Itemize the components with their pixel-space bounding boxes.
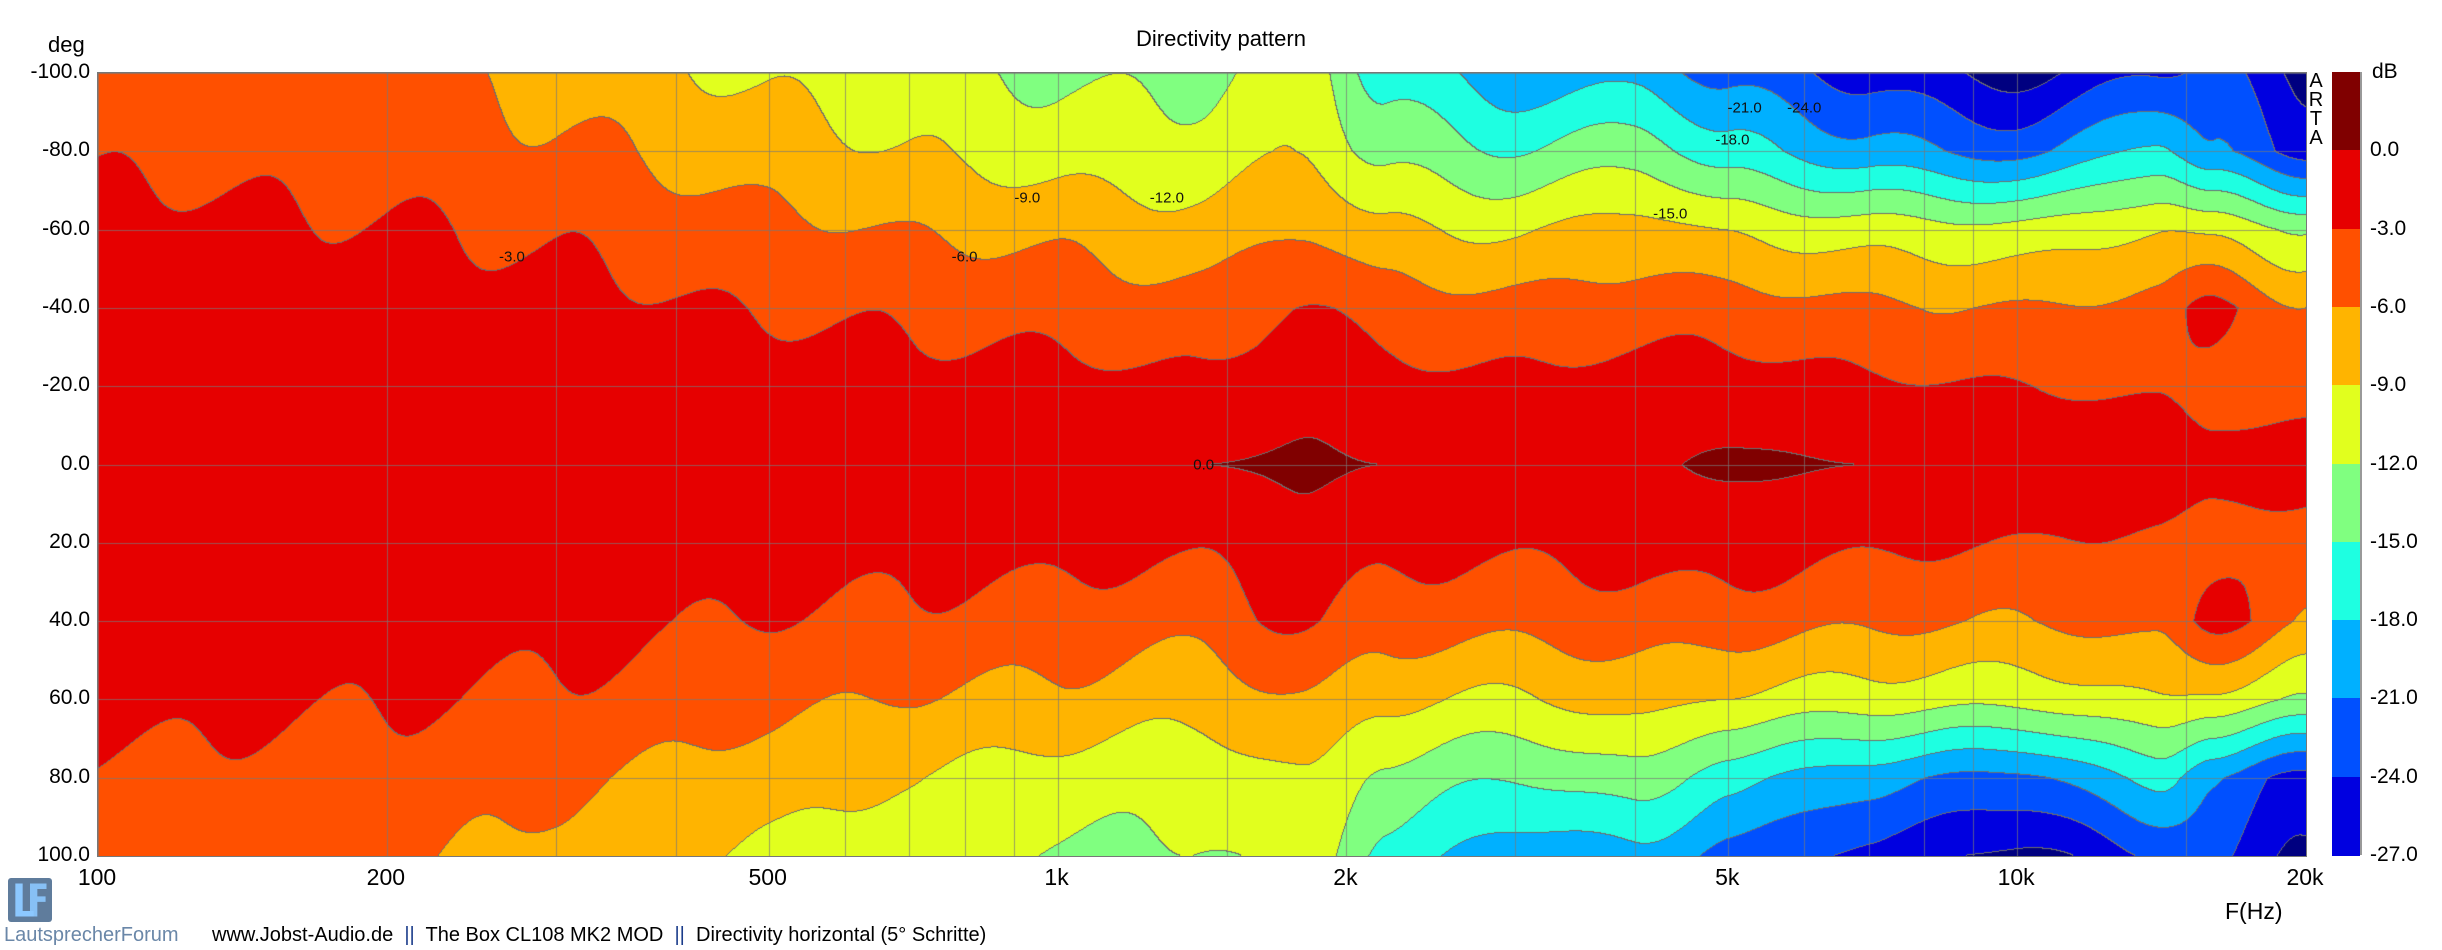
y-tick-label: -60.0	[42, 216, 90, 240]
x-tick-label: 500	[748, 864, 787, 890]
chart-title: Directivity pattern	[1136, 26, 1306, 51]
arta-letter: R	[2308, 89, 2324, 111]
colorbar-tick-label: -3.0	[2370, 216, 2407, 240]
footer-separator: ||	[404, 924, 415, 946]
x-tick-label: 10k	[1997, 864, 2035, 890]
colorbar	[2332, 72, 2362, 856]
colorbar-tick-label: -15.0	[2370, 529, 2418, 553]
colorbar-tick-label: -27.0	[2370, 843, 2418, 866]
x-tick-label: 5k	[1715, 864, 1740, 890]
contour-label: -3.0	[498, 248, 525, 266]
plot-area: -3.0 -6.0 -9.0 -12.0 -15.0 -18.0 -21.0 -24.0 0.0	[97, 72, 2307, 857]
y-tick-label: 60.0	[49, 686, 90, 710]
colorbar-unit: dB	[2372, 60, 2398, 83]
footer-brand: LautsprecherForum	[4, 924, 179, 946]
footer-site: www.Jobst-Audio.de	[212, 924, 394, 946]
contour-label: -9.0	[1014, 189, 1041, 207]
y-tick-label: 100.0	[37, 843, 90, 866]
colorbar-band	[2332, 228, 2360, 308]
contour-label: -18.0	[1715, 131, 1750, 149]
colorbar-tick-label: -21.0	[2370, 686, 2418, 710]
arta-watermark: A R T A	[2308, 70, 2324, 149]
colorbar-band	[2332, 776, 2360, 856]
contour-label: -6.0	[951, 248, 978, 266]
colorbar-tick-label: -12.0	[2370, 451, 2418, 475]
contour-label: -15.0	[1653, 205, 1688, 223]
colorbar-tick-label: 0.0	[2370, 138, 2400, 162]
colorbar-band	[2332, 150, 2360, 230]
colorbar-tick-label: -6.0	[2370, 294, 2407, 318]
arta-letter: A	[2309, 127, 2323, 149]
x-tick-label: 2k	[1333, 864, 1358, 890]
arta-letter: T	[2309, 108, 2323, 130]
colorbar-band	[2332, 72, 2360, 152]
x-tick-label: 200	[366, 864, 406, 890]
footer-description: Directivity horizontal (5° Schritte)	[696, 924, 987, 946]
x-tick-label: 20k	[2286, 864, 2324, 890]
x-axis-label: F(Hz)	[2225, 898, 2283, 924]
colorbar-band	[2332, 463, 2360, 543]
colorbar-band	[2332, 620, 2360, 700]
x-tick-label: 100	[77, 864, 117, 890]
y-tick-label: -100.0	[30, 60, 90, 83]
colorbar-tick-label: -18.0	[2370, 608, 2418, 632]
colorbar-band	[2332, 698, 2360, 778]
directivity-contour-map	[98, 73, 2306, 856]
lautsprecherforum-logo	[8, 878, 52, 922]
y-tick-label: -40.0	[42, 294, 90, 318]
contour-label: -21.0	[1727, 99, 1762, 117]
y-tick-label: -80.0	[42, 138, 90, 162]
arta-letter: A	[2309, 70, 2323, 92]
y-axis-label: deg	[48, 32, 85, 57]
x-tick-label: 1k	[1044, 864, 1069, 890]
footer-product: The Box CL108 MK2 MOD	[425, 924, 664, 946]
footer-caption: www.Jobst-Audio.de || The Box CL108 MK2 …	[212, 924, 986, 947]
colorbar-band	[2332, 385, 2360, 465]
colorbar-band	[2332, 306, 2360, 387]
contour-label: -24.0	[1787, 99, 1822, 117]
y-tick-label: 40.0	[49, 608, 90, 632]
y-tick-label: -20.0	[42, 373, 90, 397]
contour-label: -12.0	[1149, 189, 1185, 207]
y-tick-label: 0.0	[60, 451, 90, 475]
y-tick-label: 80.0	[49, 764, 90, 788]
y-tick-label: 20.0	[49, 529, 90, 553]
colorbar-band	[2332, 541, 2360, 622]
footer-separator: ||	[674, 924, 685, 946]
colorbar-tick-label: -9.0	[2370, 373, 2407, 397]
colorbar-tick-label: -24.0	[2370, 764, 2418, 788]
contour-label: 0.0	[1193, 456, 1215, 473]
